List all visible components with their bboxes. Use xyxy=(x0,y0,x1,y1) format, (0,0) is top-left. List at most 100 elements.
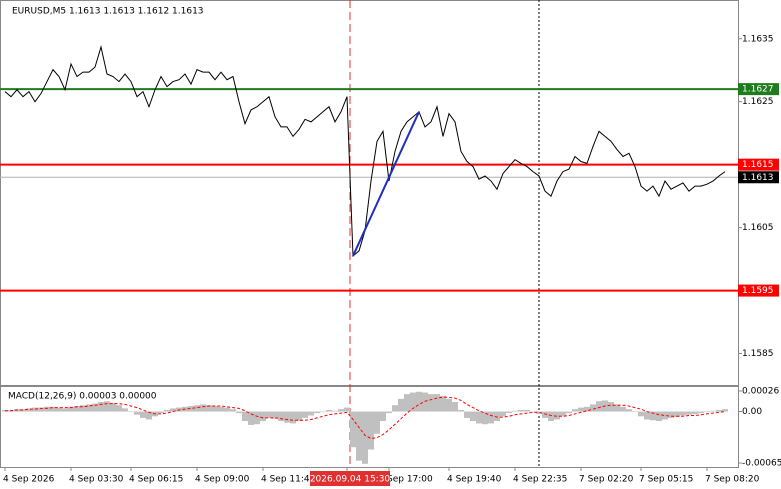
histogram-bar xyxy=(86,404,92,412)
histogram-bar xyxy=(428,394,434,412)
histogram-bar xyxy=(338,409,344,412)
macd-title: MACD(12,26,9) 0.00003 0.00000 xyxy=(8,392,157,402)
y-tick-label: 0.00 xyxy=(742,407,762,417)
histogram-bar xyxy=(104,401,110,412)
histogram-bar xyxy=(698,411,704,414)
x-tick-label: 4 Sep 19:40 xyxy=(447,475,502,485)
histogram-bar xyxy=(452,402,458,412)
histogram-bar xyxy=(434,394,440,412)
histogram-bar xyxy=(296,411,302,422)
histogram-bar xyxy=(332,410,338,412)
histogram-bar xyxy=(62,408,68,412)
histogram-bar xyxy=(668,411,674,418)
x-tick-label: Sep 17:00 xyxy=(387,475,433,485)
y-tick-label: 1.1635 xyxy=(742,34,774,44)
histogram-bar xyxy=(374,411,380,434)
histogram-bar xyxy=(134,411,140,415)
histogram-bar xyxy=(680,411,686,416)
histogram-bar xyxy=(224,407,230,412)
histogram-bar xyxy=(494,411,500,422)
histogram-bar xyxy=(404,394,410,412)
histogram-bar xyxy=(380,411,386,422)
histogram-bar xyxy=(260,411,266,422)
histogram-bar xyxy=(566,411,572,414)
histogram-bar xyxy=(578,407,584,412)
histogram-bar xyxy=(254,411,260,425)
histogram-bar xyxy=(398,398,404,412)
histogram-bar xyxy=(626,409,632,412)
level-label: 1.1627 xyxy=(742,85,774,95)
histogram-bar xyxy=(644,411,650,420)
histogram-bar xyxy=(248,411,254,426)
histogram-bar xyxy=(272,411,278,419)
histogram-bar xyxy=(506,411,512,414)
y-tick-label: 1.1585 xyxy=(742,349,774,359)
histogram-bar xyxy=(44,406,50,412)
histogram-bar xyxy=(482,411,488,425)
histogram-bar xyxy=(68,406,74,412)
histogram-bar xyxy=(608,402,614,412)
level-label: 1.1595 xyxy=(742,286,774,296)
level-label-box xyxy=(738,158,779,171)
histogram-bar xyxy=(476,411,482,424)
histogram-bar xyxy=(164,409,170,412)
histogram-bar xyxy=(530,411,536,413)
histogram-bar xyxy=(386,411,392,414)
histogram-bar xyxy=(464,411,470,418)
histogram-bar xyxy=(446,398,452,412)
histogram-bar xyxy=(686,411,692,415)
histogram-bar xyxy=(560,411,566,417)
histogram-bar xyxy=(320,411,326,413)
level-label: 1.1615 xyxy=(742,160,774,170)
histogram-bar xyxy=(572,409,578,412)
histogram-bar xyxy=(218,406,224,412)
histogram-bar xyxy=(548,411,554,422)
trend-line xyxy=(352,111,420,257)
cursor-label: 2026.09.04 15:30 xyxy=(310,471,390,486)
histogram-bar xyxy=(56,407,62,412)
histogram-bar xyxy=(146,411,152,420)
histogram-bar xyxy=(356,411,362,461)
histogram-bar xyxy=(500,411,506,417)
x-tick-label: 4 Sep 22:35 xyxy=(513,475,567,485)
histogram-bar xyxy=(416,391,422,412)
histogram-bar xyxy=(158,411,164,414)
histogram-bar xyxy=(512,410,518,412)
y-tick-label: 1.1625 xyxy=(742,97,774,107)
histogram-bar xyxy=(26,408,32,412)
histogram-bar xyxy=(590,404,596,412)
histogram-bar xyxy=(200,404,206,412)
histogram-bar xyxy=(656,411,662,422)
histogram-bar xyxy=(716,409,722,412)
histogram-bar xyxy=(554,411,560,420)
histogram-bar xyxy=(650,411,656,421)
histogram-bar xyxy=(344,407,350,412)
histogram-bar xyxy=(362,411,368,464)
histogram-bar xyxy=(140,411,146,418)
histogram-bar xyxy=(80,405,86,412)
histogram-bar xyxy=(722,409,728,412)
histogram-bar xyxy=(614,404,620,412)
main-panel xyxy=(0,0,739,386)
histogram-bar xyxy=(170,408,176,412)
histogram-bar xyxy=(524,409,530,412)
histogram-bar xyxy=(242,411,248,422)
histogram-bar xyxy=(314,411,320,414)
macd-panel xyxy=(0,386,739,468)
histogram-bar xyxy=(620,406,626,412)
histogram-bar xyxy=(278,411,284,422)
histogram-bar xyxy=(188,406,194,412)
level-label-box xyxy=(738,83,779,96)
x-tick-label: 4 Sep 03:30 xyxy=(69,475,124,485)
histogram-bar xyxy=(116,405,122,412)
histogram-bar xyxy=(458,409,464,412)
histogram-bar xyxy=(596,401,602,412)
x-tick-label: 7 Sep 02:20 xyxy=(579,475,634,485)
x-tick-label: 7 Sep 05:15 xyxy=(639,475,693,485)
histogram-bar xyxy=(284,411,290,423)
histogram-bar xyxy=(74,406,80,412)
histogram-bar xyxy=(710,410,716,412)
histogram-bar xyxy=(410,392,416,412)
